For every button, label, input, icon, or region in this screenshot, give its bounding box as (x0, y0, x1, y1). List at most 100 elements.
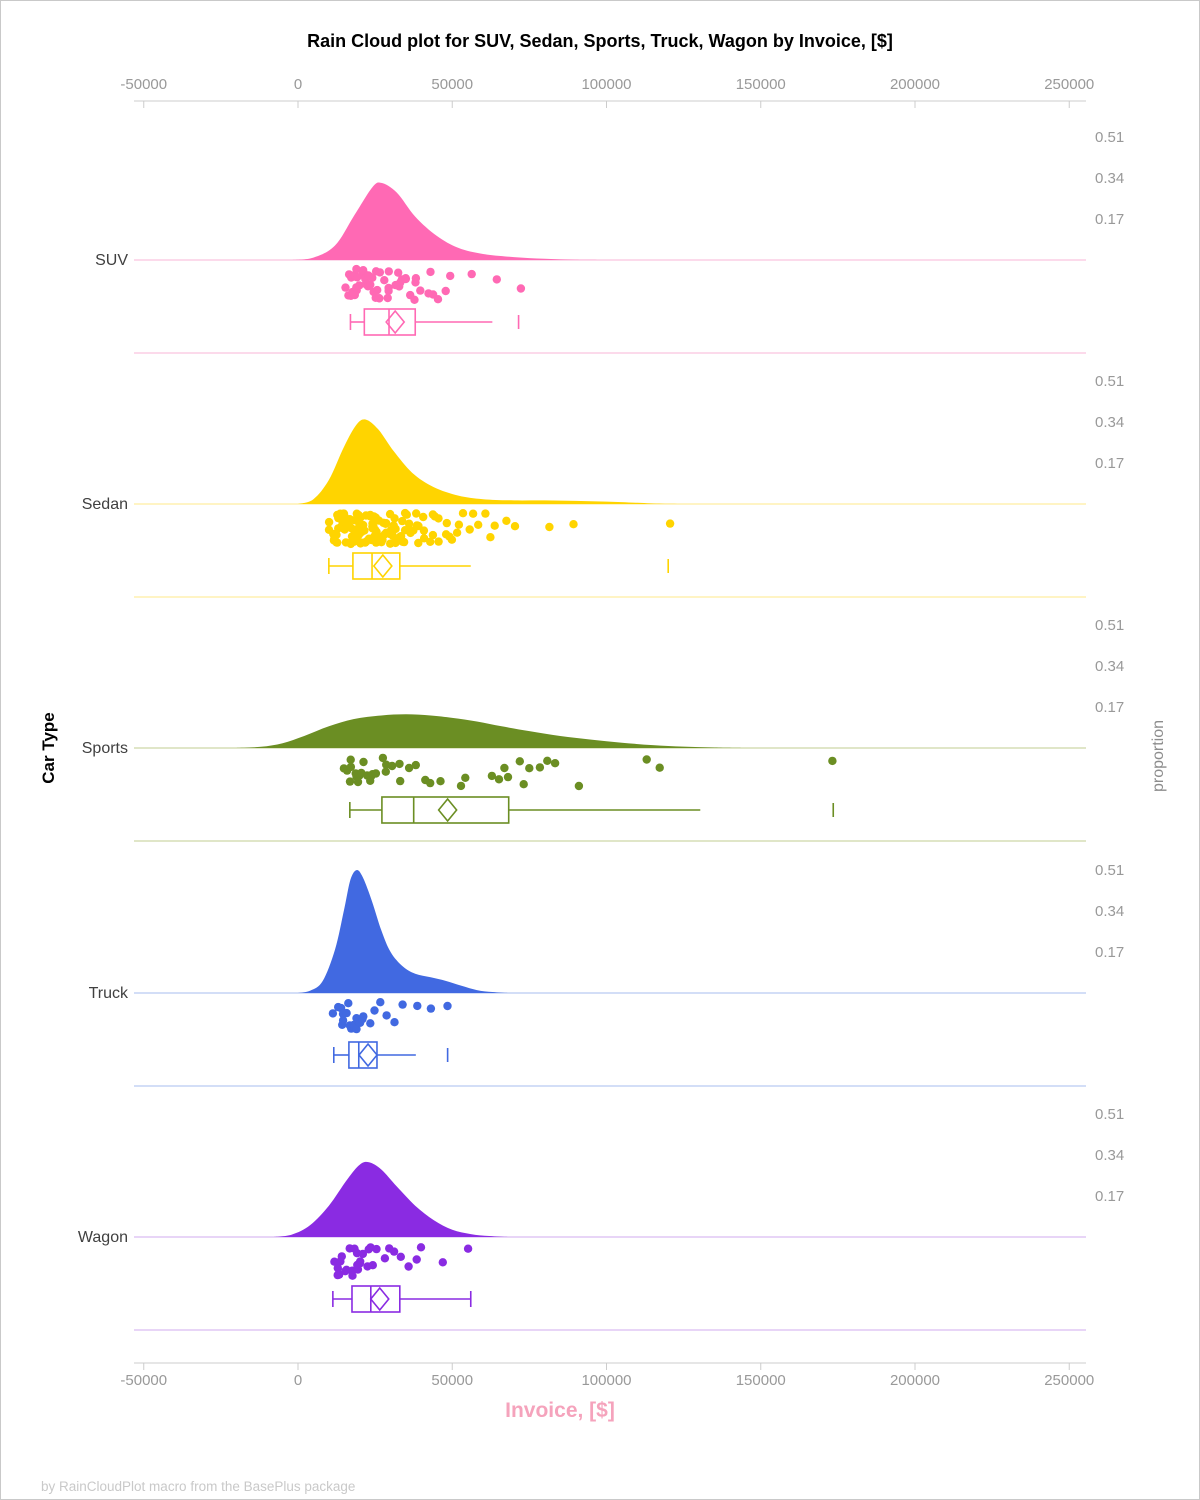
rain-point-sports (503, 772, 513, 782)
rain-point-truck (376, 998, 385, 1007)
rain-point-wagon (372, 1244, 381, 1254)
rain-point-suv (368, 273, 377, 282)
x-tick-label-top: 200000 (890, 76, 940, 93)
rain-point-truck (413, 1001, 422, 1011)
rain-point-sedan (468, 509, 478, 518)
rain-point-wagon (333, 1263, 342, 1273)
rain-point-sedan (402, 510, 411, 519)
rain-point-sports (371, 769, 381, 778)
rain-point-suv (492, 275, 501, 284)
rain-point-sedan (481, 509, 490, 518)
x-tick-label-bottom: 250000 (1044, 1372, 1094, 1389)
rain-point-suv (383, 293, 392, 303)
rain-point-sports (436, 777, 445, 786)
rain-point-wagon (358, 1249, 368, 1259)
rain-point-sports (525, 764, 534, 773)
category-label-sports: Sports (82, 740, 128, 757)
rain-point-sedan (434, 514, 443, 523)
rain-point-wagon (416, 1243, 426, 1252)
rain-point-truck (338, 1016, 348, 1025)
proportion-tick-label-sedan: 0.51 (1095, 373, 1124, 390)
rain-point-wagon (355, 1259, 365, 1268)
rain-point-suv (359, 266, 368, 275)
density-cloud-wagon (273, 1161, 508, 1237)
rain-point-wagon (348, 1271, 357, 1280)
rain-point-sedan (412, 509, 421, 518)
rain-point-suv (446, 271, 455, 281)
rain-point-sports (519, 780, 528, 789)
category-label-truck: Truck (89, 985, 129, 1002)
rain-point-sports (396, 776, 405, 786)
rain-point-sports (535, 763, 545, 772)
mean-diamond-wagon (369, 1286, 390, 1312)
rain-point-sports (461, 773, 470, 782)
rain-point-sports (642, 755, 651, 764)
x-tick-label-top: 150000 (736, 76, 786, 93)
rain-point-suv (352, 264, 361, 274)
rain-point-sedan (354, 510, 363, 520)
x-tick-label-bottom: 50000 (431, 1372, 473, 1389)
rain-point-suv (380, 276, 389, 285)
mean-diamond-suv (385, 309, 406, 335)
rain-point-sedan (398, 516, 407, 526)
rain-point-sedan (414, 521, 423, 531)
rain-point-suv (410, 295, 419, 304)
category-label-suv: SUV (95, 252, 128, 269)
rain-point-sedan (419, 512, 428, 522)
rain-point-sports (378, 753, 388, 763)
rain-point-wagon (463, 1244, 473, 1253)
density-cloud-truck (298, 870, 508, 993)
rain-point-suv (355, 281, 364, 290)
rain-point-sedan (419, 534, 429, 543)
y-axis-title-left: Car Type (39, 712, 58, 784)
rain-point-sports (366, 776, 375, 785)
rain-point-truck (443, 1001, 452, 1011)
mean-diamond-sports (437, 797, 458, 823)
rain-point-sedan (414, 538, 423, 548)
rain-point-sports (345, 777, 355, 786)
rain-point-truck (390, 1018, 399, 1027)
rain-point-truck (342, 1008, 351, 1018)
rain-point-sedan (390, 514, 399, 523)
rain-point-sports (404, 763, 414, 773)
proportion-tick-label-sports: 0.51 (1095, 617, 1124, 634)
y-axis-title-right: proportion (1150, 719, 1167, 793)
x-tick-label-top: 50000 (431, 76, 473, 93)
rain-point-sedan (665, 519, 675, 528)
rain-point-sports (655, 763, 664, 772)
rain-point-suv (401, 274, 410, 283)
rain-point-truck (426, 1004, 436, 1013)
rain-point-wagon (334, 1270, 344, 1279)
rain-point-sedan (324, 517, 334, 527)
rain-point-wagon (438, 1258, 447, 1267)
rain-point-sedan (465, 525, 474, 534)
rain-point-suv (411, 274, 421, 283)
rain-point-sedan (434, 537, 443, 546)
rain-point-suv (373, 285, 382, 295)
rain-point-sedan (502, 516, 511, 525)
rain-point-sedan (442, 518, 451, 528)
rain-point-wagon (337, 1252, 346, 1261)
rain-point-suv (374, 294, 384, 303)
rain-point-wagon (412, 1255, 421, 1264)
rain-point-suv (516, 284, 526, 293)
x-tick-label-top: 100000 (581, 76, 631, 93)
category-label-sedan: Sedan (82, 496, 128, 513)
x-tick-label-bottom: 0 (294, 1372, 302, 1389)
rain-point-sports (574, 781, 584, 791)
proportion-tick-label-wagon: 0.17 (1095, 1188, 1124, 1205)
mean-diamond-truck (357, 1042, 379, 1068)
density-cloud-sedan (298, 419, 684, 504)
proportion-tick-label-sedan: 0.34 (1095, 414, 1124, 431)
rain-point-sedan (510, 522, 520, 531)
rain-point-sedan (474, 520, 483, 529)
density-cloud-suv (291, 182, 607, 260)
rain-point-sports (494, 775, 504, 784)
rain-point-sedan (490, 521, 499, 530)
proportion-tick-label-suv: 0.34 (1095, 170, 1124, 187)
x-tick-label-top: 0 (294, 76, 302, 93)
box-truck (348, 1041, 378, 1069)
rain-point-sedan (329, 529, 338, 539)
